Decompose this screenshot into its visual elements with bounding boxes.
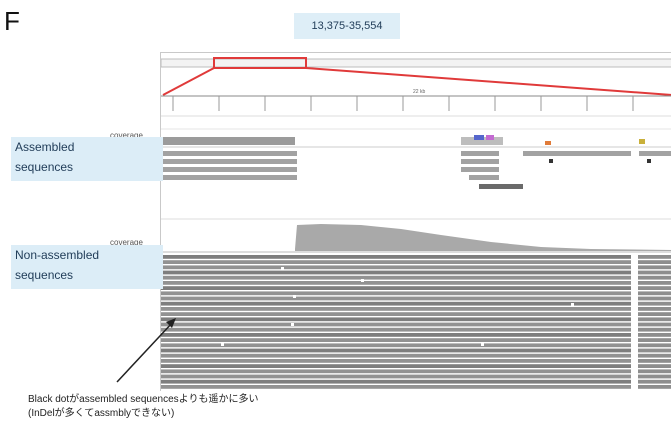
annotation-line1: Black dotがassembled sequencesよりも遥かに多い [28,394,259,405]
non-assembled-coverage-area [295,224,671,251]
panel-letter: F [4,6,20,36]
mismatch-dot [647,159,651,163]
assembled-label-line2: sequences [15,160,74,174]
chromosome-ideogram [160,58,671,68]
genomic-range-label: 13,375-35,554 [294,13,400,39]
ruler-scale-label: 22 kb [413,89,425,95]
non-assembled-reads [161,255,671,389]
non-assembled-coverage-label: coverage [110,238,143,247]
genome-browser-canvas: 22 kb [160,57,671,391]
variant-marker [545,141,551,145]
annotation-line2: (InDelが多くてassmblyできない) [28,408,175,419]
region-highlight-box [213,57,307,69]
mismatch-dot [549,159,553,163]
assembled-label-line1: Assembled [15,140,75,154]
annotation-note: Black dotがassembled sequencesよりも遥かに多い (I… [28,393,258,421]
assembled-coverage-bar [161,137,295,145]
genome-browser-view[interactable]: 22 kb [160,52,671,391]
assembled-reads [161,151,671,180]
assembled-read-dark [479,184,523,189]
variant-marker [486,135,494,140]
non-assembled-label-line2: sequences [15,268,74,282]
zoom-line-left [162,67,215,96]
variant-marker [639,139,645,144]
assembled-track-label: Assembled sequences [11,137,163,181]
assembled-coverage-bar-2 [461,137,503,145]
non-assembled-label-line1: Non-assembled [15,248,100,262]
ruler-ticks [172,96,634,111]
zoom-line-right [305,67,671,96]
variant-marker [474,135,484,140]
non-assembled-track-label: Non-assembled sequences [11,245,163,289]
assembled-coverage-label: coverage [110,131,143,140]
